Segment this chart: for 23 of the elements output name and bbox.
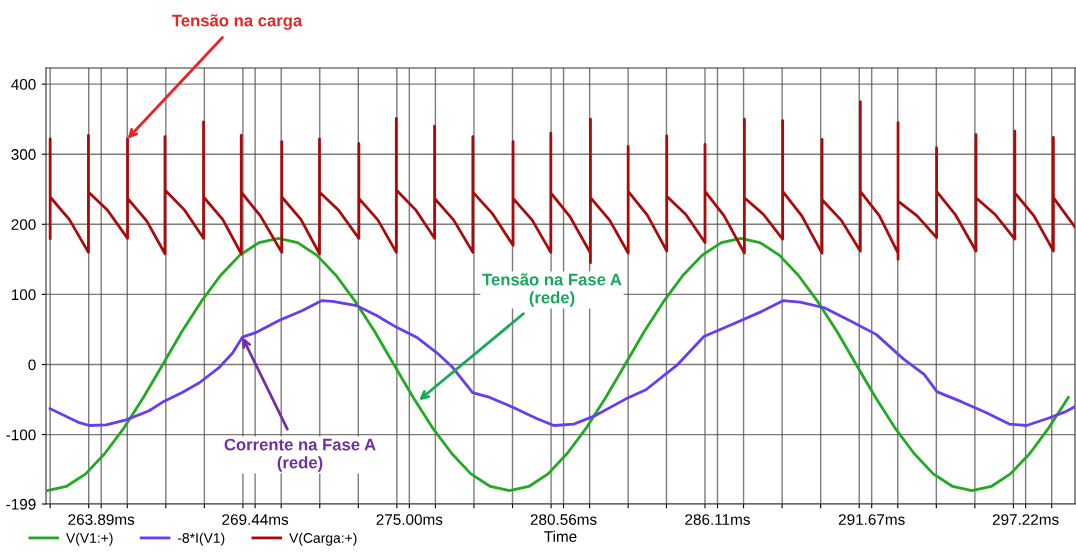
x-axis-title: Time: [544, 530, 577, 542]
legend-label: V(V1:+): [66, 532, 113, 546]
y-tick-label: 200: [11, 219, 36, 230]
x-tick-label: 286.11ms: [685, 514, 750, 525]
x-tick-label: 297.22ms: [992, 514, 1059, 525]
annotation: Corrente na Fase A (rede): [224, 438, 376, 472]
y-tick-label: 300: [11, 149, 36, 160]
y-tick-label: -199: [6, 498, 36, 510]
legend-label: -8*I(V1): [177, 532, 225, 546]
y-tick-label: 100: [11, 289, 36, 301]
y-tick-label: 400: [11, 78, 36, 90]
x-tick-label: 269.44ms: [222, 514, 289, 525]
annotation: Tensão na carga: [172, 14, 303, 30]
x-tick-label: 275.00ms: [376, 514, 443, 525]
line-series: [48, 100, 1075, 265]
x-tick-label: 291.67ms: [838, 514, 905, 525]
y-tick-label: -100: [6, 429, 36, 441]
x-tick-label: 280.56ms: [530, 514, 597, 525]
y-tick-label: 0: [28, 359, 36, 371]
x-tick-label: 263.89ms: [68, 514, 135, 525]
annotation: Tensão na Fase A (rede): [482, 273, 622, 307]
line-series: [46, 236, 1070, 493]
legend-label: V(Carga:+): [289, 532, 357, 546]
